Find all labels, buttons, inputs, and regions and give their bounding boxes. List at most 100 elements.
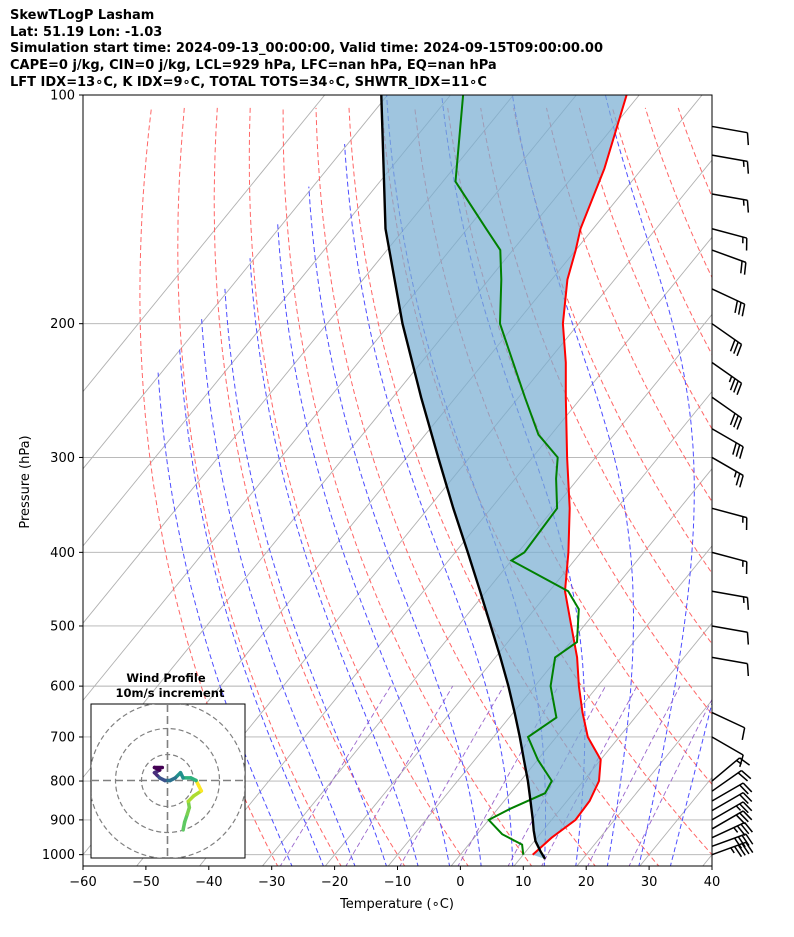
wind-barb — [711, 428, 744, 459]
wind-barb-flag — [735, 444, 741, 457]
moist-adiabat — [179, 349, 324, 866]
wind-barb-staff — [711, 769, 742, 792]
wind-barb-flag — [746, 200, 750, 213]
moist-adiabat — [249, 258, 419, 866]
mixing-ratio-line — [279, 685, 391, 866]
wind-barb-staff — [711, 193, 748, 201]
wind-barb-flag — [735, 473, 741, 486]
wind-barb-staff — [711, 711, 745, 729]
wind-barb-staff — [711, 288, 745, 305]
x-axis-label: Temperature (∘C) — [339, 897, 454, 912]
hodograph-title: Wind Profile — [126, 671, 206, 685]
dry-adiabat — [546, 107, 712, 503]
wind-barb-flag — [741, 834, 750, 847]
wind-barb — [711, 456, 744, 488]
wind-barb — [711, 821, 753, 839]
wind-barb-flag — [740, 260, 743, 274]
x-tick-label: −50 — [132, 875, 159, 890]
isotherm — [576, 699, 712, 866]
moist-adiabat — [511, 95, 634, 866]
wind-barb-staff — [711, 821, 745, 839]
wind-barb-staff — [711, 590, 748, 599]
wind-barb-half-flag — [728, 376, 733, 383]
wind-barb-staff — [711, 791, 744, 812]
wind-barb-staff — [711, 361, 742, 384]
mixing-ratio-line — [628, 698, 712, 866]
y-tick-label: 600 — [50, 680, 75, 695]
wind-barb-half-flag — [735, 805, 742, 811]
isotherm — [387, 468, 712, 866]
dry-adiabat — [611, 107, 712, 356]
wind-barb-flag — [734, 300, 739, 314]
wind-barb-flag — [732, 442, 737, 455]
y-axis-label: Pressure (hPa) — [18, 435, 33, 528]
dry-adiabat — [777, 108, 794, 868]
x-tick-label: −40 — [195, 875, 222, 890]
wind-barb — [711, 590, 750, 610]
wind-barb-half-flag — [733, 827, 739, 833]
moist-adiabat — [308, 186, 482, 866]
wind-barb-staff — [711, 810, 744, 830]
wind-barb — [711, 228, 748, 251]
isotherm — [83, 95, 451, 547]
parcel-line — [380, 95, 547, 860]
wind-barb-staff — [711, 782, 744, 802]
wind-barb-flag — [739, 803, 749, 814]
wind-barb-flag — [741, 727, 746, 741]
wind-barb-flag — [737, 844, 746, 856]
header-indices-2: LFT IDX=13∘C, K IDX=9∘C, TOTAL TOTS=34∘C… — [10, 75, 487, 90]
wind-barb-flag — [740, 823, 750, 835]
x-tick-label: −10 — [384, 875, 411, 890]
x-tick-label: 40 — [704, 875, 721, 890]
x-tick-label: 30 — [641, 875, 658, 890]
wind-barb-flag — [746, 597, 750, 610]
hodograph-rings — [91, 704, 245, 858]
wind-barb-flag — [733, 415, 739, 428]
x-tick-label: 0 — [456, 875, 464, 890]
wind-barb — [711, 769, 752, 792]
hodograph-subtitle: 10m/s increment — [116, 686, 225, 700]
wind-barb — [711, 810, 753, 830]
wind-barb-flag — [739, 794, 749, 805]
wind-barb — [711, 791, 753, 812]
wind-barb-staff — [711, 323, 742, 345]
wind-barb — [711, 193, 750, 213]
wind-barb — [711, 625, 750, 645]
isotherm — [639, 776, 712, 866]
wind-barb-flag — [745, 841, 754, 854]
wind-barb-staff — [711, 396, 742, 419]
wind-barb-flag — [746, 161, 750, 174]
wind-barb-flag — [736, 825, 746, 836]
moist-adiabat — [201, 316, 356, 866]
header-location: Lat: 51.19 Lon: -1.03 — [10, 25, 163, 40]
wind-barb-flag — [729, 339, 736, 352]
wind-barb-staff — [711, 154, 748, 163]
wind-barb — [711, 551, 748, 575]
wind-barb-flag — [739, 812, 749, 823]
y-tick-label: 100 — [50, 89, 75, 104]
wind-barb-staff — [711, 125, 748, 134]
wind-barb-flag — [736, 417, 743, 430]
mixing-ratio-line — [587, 685, 681, 866]
wind-barb-flag — [735, 814, 746, 825]
wind-barb-flag — [733, 341, 739, 354]
wind-barb — [711, 711, 746, 741]
wind-barb-flag — [743, 262, 747, 275]
y-tick-label: 500 — [50, 619, 75, 634]
isotherm — [262, 313, 712, 866]
temperature-line — [532, 95, 628, 856]
moist-adiabat — [157, 372, 293, 866]
dry-adiabat — [710, 107, 712, 112]
y-tick-label: 400 — [50, 546, 75, 561]
wind-barb — [711, 288, 746, 317]
wind-barb-staff — [711, 656, 748, 665]
wind-barb — [711, 736, 744, 768]
dry-adiabat — [139, 107, 279, 866]
wind-barb-flag — [742, 782, 753, 793]
wind-barb-flag — [729, 378, 736, 391]
dry-adiabat — [282, 107, 533, 866]
wind-barb — [711, 507, 748, 530]
wind-barb-staff — [711, 507, 747, 519]
wind-barb-flag — [733, 846, 743, 858]
wind-barb-flag — [741, 843, 750, 855]
